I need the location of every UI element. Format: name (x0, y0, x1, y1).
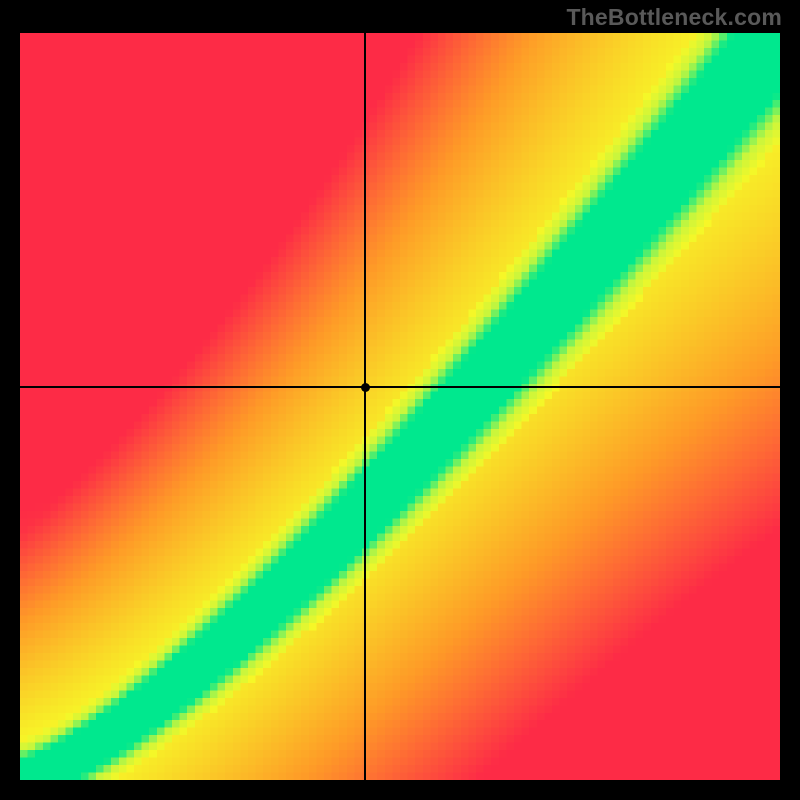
chart-container: { "watermark_text": "TheBottleneck.com",… (0, 0, 800, 800)
watermark-text: TheBottleneck.com (566, 4, 782, 31)
bottleneck-heatmap (20, 33, 780, 780)
